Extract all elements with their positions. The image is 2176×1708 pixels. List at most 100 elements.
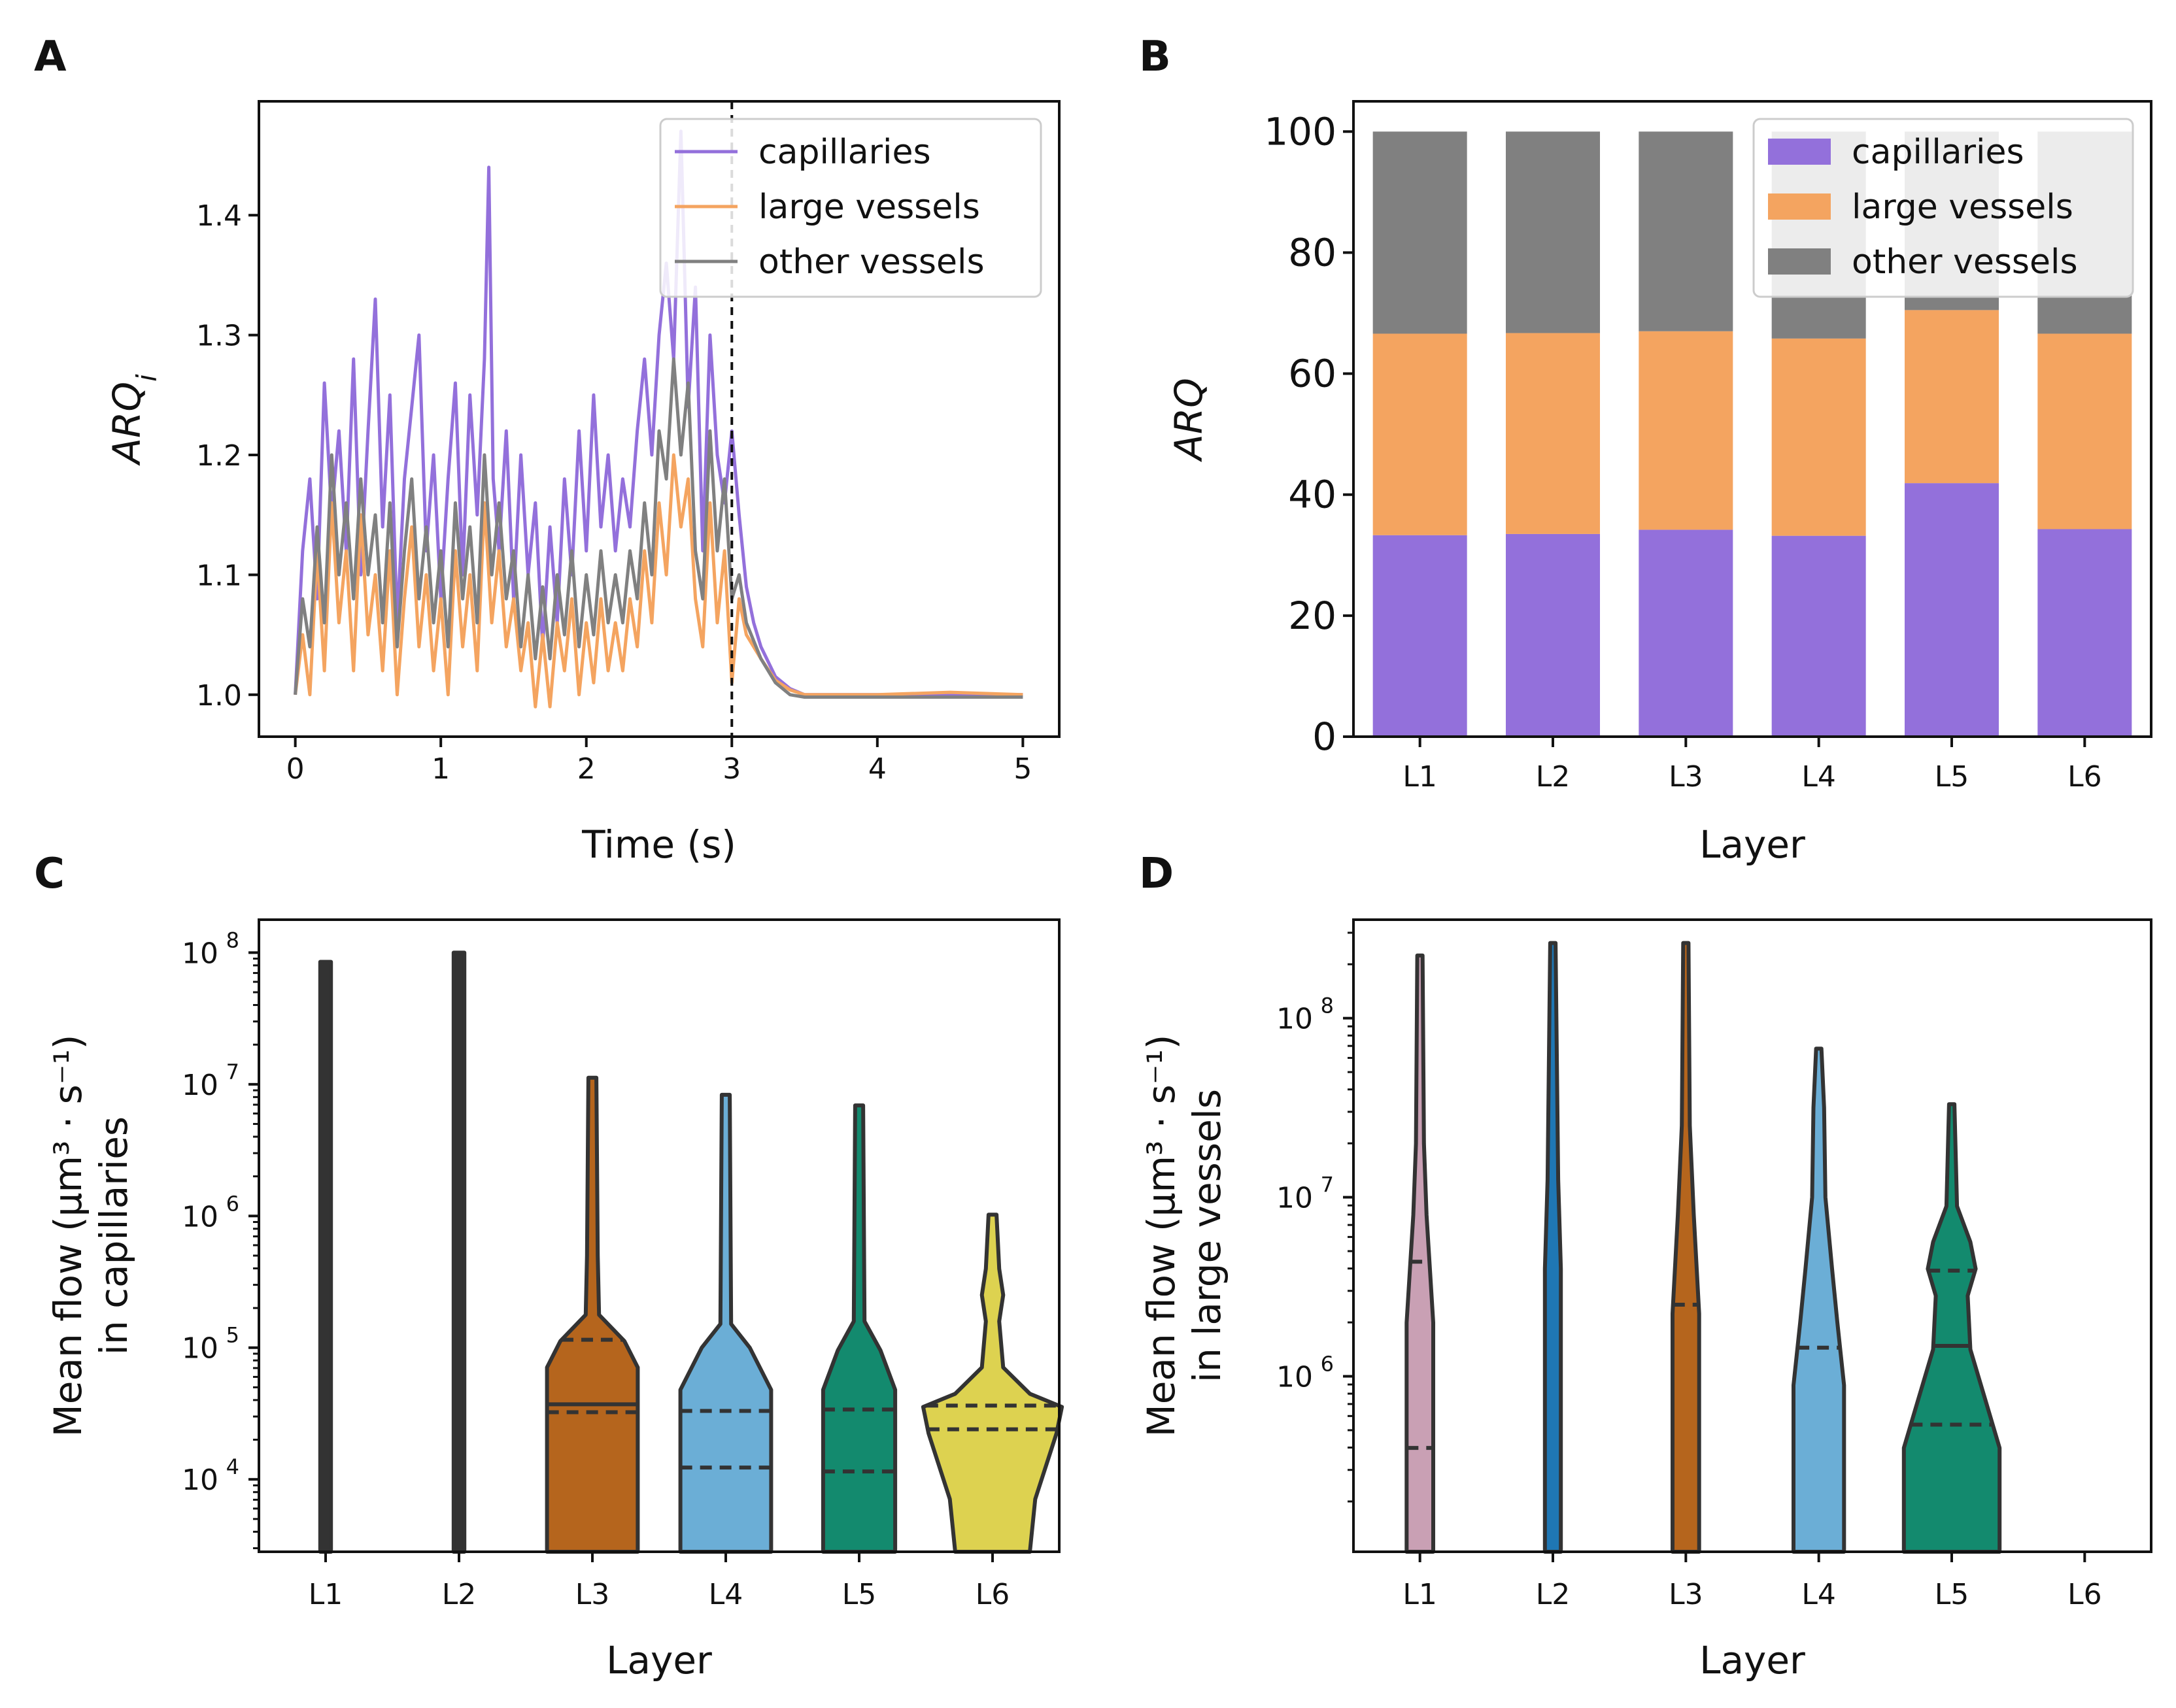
x-tick-label: L2: [1536, 760, 1571, 794]
panel-label-d: D: [1139, 850, 1174, 898]
y-tick-exponent: 7: [226, 1060, 239, 1084]
x-tick-label: L4: [1801, 1578, 1836, 1611]
x-tick-label: L1: [309, 1578, 343, 1611]
y-tick-exponent: 7: [1321, 1173, 1334, 1197]
legend-label: other vessels: [1852, 243, 2078, 282]
legend-label: capillaries: [1852, 133, 2024, 172]
y-tick-label: 10: [1276, 1182, 1313, 1215]
bar-L4-large-vessels: [1771, 338, 1866, 536]
x-tick-label: L3: [575, 1578, 610, 1611]
violin-L5: [821, 1103, 898, 1554]
series-line-other-vessels: [294, 357, 1023, 699]
legend-box: [659, 118, 1042, 298]
plot-frame: [1352, 100, 2152, 738]
y-tick-label: 10: [1276, 1003, 1313, 1036]
y-tick-exponent: 6: [1321, 1352, 1334, 1377]
x-tick-label: L2: [1536, 1578, 1571, 1611]
bar-L2-capillaries: [1506, 533, 1600, 737]
y-tick-exponent: 6: [226, 1191, 239, 1216]
bar-L3-other-vessels: [1639, 131, 1733, 331]
plot-frame: [258, 100, 1061, 738]
panel-c-violin-chart: L1 L2 L3 L4 L5 L6 10 4 10 5 10 6 10 7 10 8 Layer Mean flo…: [46, 918, 1064, 1683]
y-tick-label: 1.2: [196, 439, 242, 473]
x-tick-label: L3: [1669, 1578, 1703, 1611]
y-tick-label: 10: [182, 1332, 218, 1365]
x-tick-label: L5: [1935, 760, 1969, 794]
violin-L2: [1542, 941, 1563, 1554]
y-tick-label: 10: [182, 1464, 218, 1497]
y-tick-label: 10: [182, 1200, 218, 1233]
y-tick-exponent: 8: [226, 928, 239, 952]
series-line-large-vessels: [294, 453, 1023, 709]
bar-L1-other-vessels: [1372, 131, 1467, 334]
bar-L2-large-vessels: [1506, 333, 1600, 534]
y-tick-label: 1.3: [196, 320, 242, 353]
violin-L1: [318, 960, 333, 1554]
y-tick-label: 80: [1288, 230, 1336, 275]
y-tick-label: 60: [1288, 352, 1336, 396]
legend-box: [1752, 118, 2134, 298]
bar-L1-capillaries: [1372, 535, 1467, 737]
y-tick-label: 1.1: [196, 559, 242, 592]
x-tick-label: 5: [1013, 752, 1032, 786]
legend-swatch: [1768, 139, 1831, 165]
y-axis-label-line2: in capillaries: [92, 1116, 136, 1355]
bar-L1-large-vessels: [1372, 333, 1467, 535]
x-axis-label: Layer: [606, 1638, 712, 1683]
bar-L2-other-vessels: [1506, 131, 1600, 333]
y-tick-exponent: 5: [226, 1323, 239, 1348]
panel-label-b: B: [1139, 33, 1171, 81]
y-axis-label-line2: in large vessels: [1185, 1089, 1229, 1382]
violin-L3: [1671, 941, 1701, 1554]
x-tick-label: L5: [1935, 1578, 1969, 1611]
panel-label-a: A: [34, 33, 67, 81]
panel-b-stacked-bar-chart: L1 L2 L3 L4 L5 L6 0 20 40 60 80 100 Layer ARQ capillar…: [1166, 100, 2152, 867]
y-axis-label-line1: Mean flow (μm³ · s⁻¹): [46, 1035, 90, 1437]
y-tick-label: 20: [1288, 594, 1336, 638]
x-tick-label: L2: [442, 1578, 477, 1611]
x-tick-label: 2: [577, 752, 596, 786]
y-tick-exponent: 8: [1321, 994, 1334, 1018]
y-tick-label: 100: [1264, 109, 1336, 154]
y-tick-label: 10: [182, 1069, 218, 1102]
x-tick-label: 4: [868, 752, 887, 786]
x-tick-label: L1: [1402, 760, 1437, 794]
panel-label-c: C: [34, 850, 65, 898]
bar-L6-large-vessels: [2037, 333, 2132, 529]
violin-L2: [451, 950, 467, 1554]
y-axis-label: ARQ: [1166, 378, 1211, 463]
y-tick-label: 0: [1312, 714, 1336, 759]
plot-frame: [1352, 918, 2152, 1553]
violin-L6: [921, 1213, 1064, 1554]
y-axis-label: ARQi: [105, 374, 163, 467]
y-tick-label: 1.0: [196, 679, 242, 712]
bar-L5-large-vessels: [1905, 310, 1999, 484]
legend-label: capillaries: [758, 133, 931, 172]
bar-L6-capillaries: [2037, 529, 2132, 737]
bar-L5-capillaries: [1905, 483, 1999, 737]
x-tick-label: L6: [976, 1578, 1010, 1611]
legend-label: other vessels: [758, 243, 985, 282]
x-tick-label: L5: [842, 1578, 877, 1611]
legend-label: large vessels: [1852, 188, 2073, 227]
bar-L4-capillaries: [1771, 535, 1866, 737]
x-tick-label: L4: [1801, 760, 1836, 794]
violin-L5: [1901, 1102, 2002, 1554]
legend-swatch: [1768, 248, 1831, 275]
y-tick-label: 10: [1276, 1361, 1313, 1394]
bar-L3-capillaries: [1639, 529, 1733, 737]
violin-L4: [1792, 1047, 1846, 1554]
x-tick-label: L3: [1669, 760, 1703, 794]
y-tick-label: 10: [182, 937, 218, 970]
x-tick-label: 3: [722, 752, 741, 786]
legend-label: large vessels: [758, 188, 980, 227]
y-tick-label: 1.4: [196, 199, 242, 233]
bar-L3-large-vessels: [1639, 331, 1733, 530]
x-tick-label: L6: [2067, 760, 2102, 794]
panel-a-line-chart: 0 1 2 3 4 5 1.0 1.1 1.2 1.3 1.4 Time (s) ARQi capilla…: [105, 100, 1061, 867]
y-axis-label-line1: Mean flow (μm³ · s⁻¹): [1139, 1035, 1183, 1437]
x-axis-label: Layer: [1699, 1638, 1805, 1683]
legend-swatch: [1768, 193, 1831, 220]
y-tick-exponent: 4: [226, 1454, 239, 1479]
